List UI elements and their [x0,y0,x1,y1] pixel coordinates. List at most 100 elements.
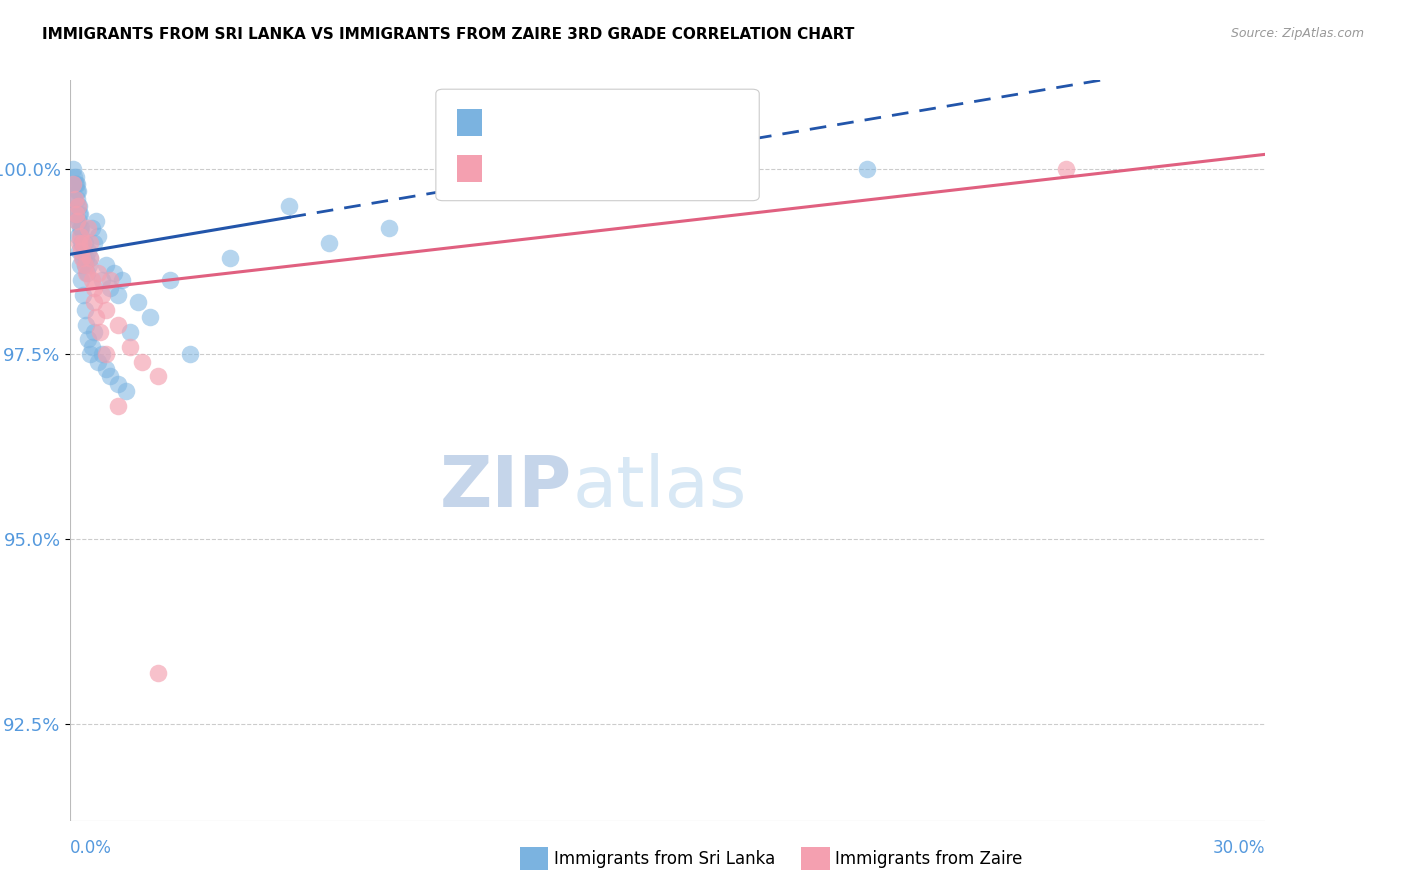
Point [69,228,91,243]
Point [107,288,129,302]
Point [70,244,93,258]
Point [98,280,121,294]
Point [84,310,107,325]
Text: 0.0%: 0.0% [70,839,112,857]
Point [66,214,89,228]
Text: R =: R = [488,113,530,132]
Point [66,177,89,191]
Text: 31: 31 [626,160,652,178]
Point [96,347,118,361]
Point [62,162,84,177]
Point [91,288,114,302]
Text: Source: ZipAtlas.com: Source: ZipAtlas.com [1230,27,1364,40]
Point [83,280,105,294]
Point [69,259,91,273]
Point [75,259,97,273]
Point [139,310,162,325]
Text: N =: N = [583,113,627,132]
Point [98,369,121,384]
Point [75,266,97,280]
Point [107,318,129,332]
Point [179,347,201,361]
Point [65,169,87,184]
Point [96,362,118,376]
Point [79,347,101,361]
Text: 0.336: 0.336 [527,160,589,178]
Point [62,177,84,191]
Point [79,259,101,273]
Text: R =: R = [488,160,530,178]
Point [856,162,879,177]
Point [66,214,89,228]
Point [75,318,97,332]
Point [65,206,87,220]
Point [65,206,87,220]
Point [87,354,110,368]
Point [87,228,110,243]
Point [65,177,87,191]
Point [1054,162,1077,177]
Point [89,325,111,339]
Point [96,259,118,273]
Point [107,376,129,391]
Point [378,221,401,235]
Point [72,251,94,265]
Point [63,177,86,191]
Point [73,236,96,251]
Point [131,354,153,368]
Point [146,665,169,680]
Point [70,273,93,287]
Point [98,273,121,287]
Point [67,199,90,213]
Text: 30.0%: 30.0% [1213,839,1265,857]
Point [111,273,134,287]
Point [107,399,129,413]
Point [75,251,97,265]
Text: Immigrants from Zaire: Immigrants from Zaire [835,850,1022,868]
Point [637,162,659,177]
Point [63,192,86,206]
Point [278,199,301,213]
Point [76,266,98,280]
Point [66,199,89,213]
Point [70,236,93,251]
Point [91,347,114,361]
Point [67,244,90,258]
Point [70,251,93,265]
Point [87,266,110,280]
Text: 0.213: 0.213 [527,113,589,132]
Point [218,251,240,265]
Point [66,192,89,206]
Point [63,169,86,184]
Point [76,221,98,235]
Point [72,288,94,302]
Text: ZIP: ZIP [440,453,572,522]
Point [72,236,94,251]
Point [96,302,118,317]
Point [73,244,96,258]
Point [69,221,91,235]
Point [79,251,101,265]
Point [146,369,169,384]
Point [82,221,104,235]
Point [82,273,104,287]
Point [83,236,105,251]
Point [83,325,105,339]
Point [83,295,105,310]
Point [73,302,96,317]
Text: 69: 69 [626,113,652,132]
Point [75,259,97,273]
Point [115,384,138,399]
Point [67,236,90,251]
Point [77,333,100,347]
Text: Immigrants from Sri Lanka: Immigrants from Sri Lanka [554,850,775,868]
Point [67,185,90,199]
Point [69,236,91,251]
Point [66,228,89,243]
Point [120,340,141,354]
Point [67,199,90,213]
Point [70,228,93,243]
Point [79,251,101,265]
Point [318,236,340,251]
Point [69,206,91,220]
